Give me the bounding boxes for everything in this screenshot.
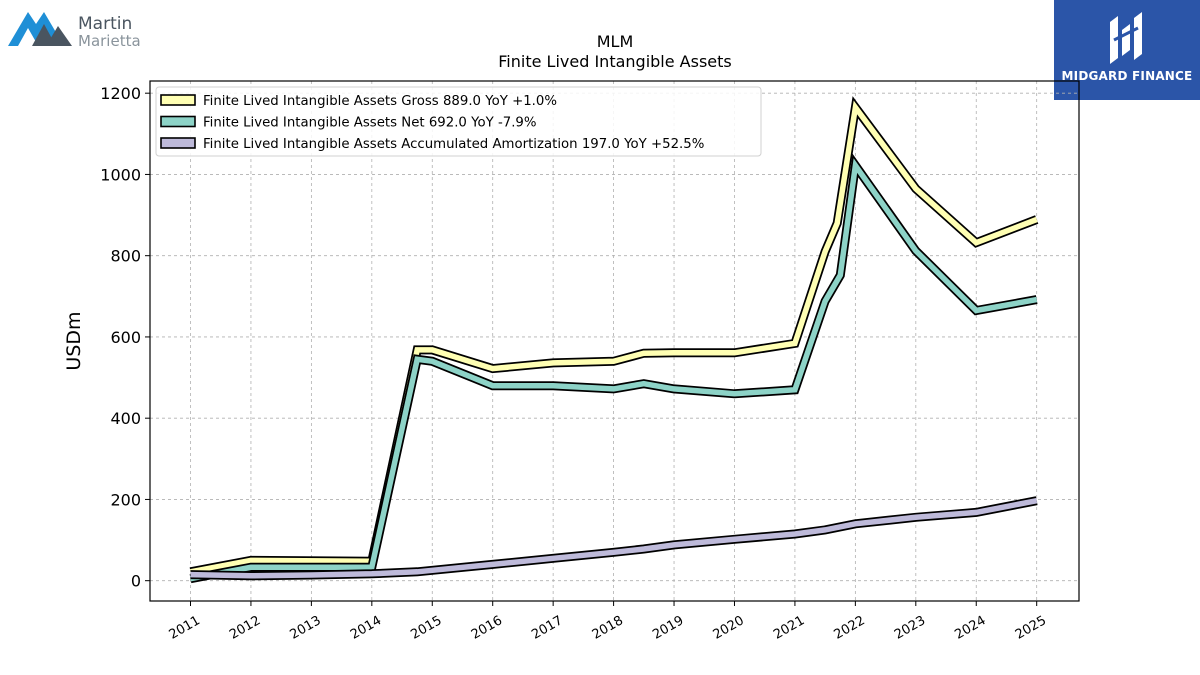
logo-text-line2: Marietta xyxy=(78,32,141,50)
midgard-emblem-icon xyxy=(1110,12,1142,64)
midgard-finance-logo: MIDGARD FINANCE xyxy=(1054,0,1200,100)
y-tick-label: 1200 xyxy=(100,84,141,103)
martin-marietta-logo: Martin Marietta xyxy=(6,4,166,50)
x-tick-label: 2013 xyxy=(288,613,324,643)
x-tick-label: 2011 xyxy=(167,613,203,643)
legend-box xyxy=(155,86,762,157)
y-tick-label: 400 xyxy=(110,409,141,428)
y-tick-label: 200 xyxy=(110,490,141,509)
legend-swatch-2 xyxy=(160,137,196,149)
series-line-2 xyxy=(190,498,1038,579)
logo-text-line1: Martin xyxy=(78,14,133,34)
x-tick-label: 2017 xyxy=(529,613,565,643)
chart-title: MLM xyxy=(596,32,634,51)
x-tick-label: 2015 xyxy=(408,613,444,643)
legend-swatch-1 xyxy=(160,115,196,128)
legend-label-1: Finite Lived Intangible Assets Net 692.0… xyxy=(203,116,537,131)
x-tick-label: 2012 xyxy=(227,613,263,643)
chart-subtitle: Finite Lived Intangible Assets xyxy=(498,52,732,71)
y-tick-label: 0 xyxy=(131,572,141,591)
mountain-logo-icon xyxy=(8,12,72,46)
x-tick-label: 2018 xyxy=(590,613,626,643)
logo-brand-text: MIDGARD FINANCE xyxy=(1061,69,1193,83)
x-tick-label: 2025 xyxy=(1013,613,1049,643)
x-tick-label: 2023 xyxy=(892,613,928,643)
legend-swatch-0 xyxy=(160,94,196,106)
y-tick-label: 800 xyxy=(110,247,141,266)
y-tick-label: 600 xyxy=(110,328,141,347)
x-tick-label: 2014 xyxy=(348,613,384,643)
plot-frame xyxy=(149,80,1080,602)
x-tick-label: 2021 xyxy=(771,613,807,643)
x-tick-label: 2019 xyxy=(650,613,686,643)
legend-label-2: Finite Lived Intangible Assets Accumulat… xyxy=(203,137,704,152)
x-tick-label: 2020 xyxy=(711,613,747,643)
series-line-1 xyxy=(189,158,1038,582)
x-tick-label: 2024 xyxy=(952,613,988,643)
y-tick-label: 1000 xyxy=(100,165,141,184)
x-tick-label: 2022 xyxy=(832,613,868,643)
y-axis-label: USDm xyxy=(63,311,85,370)
x-tick-label: 2016 xyxy=(469,613,505,643)
legend-label-0: Finite Lived Intangible Assets Gross 889… xyxy=(203,94,557,109)
